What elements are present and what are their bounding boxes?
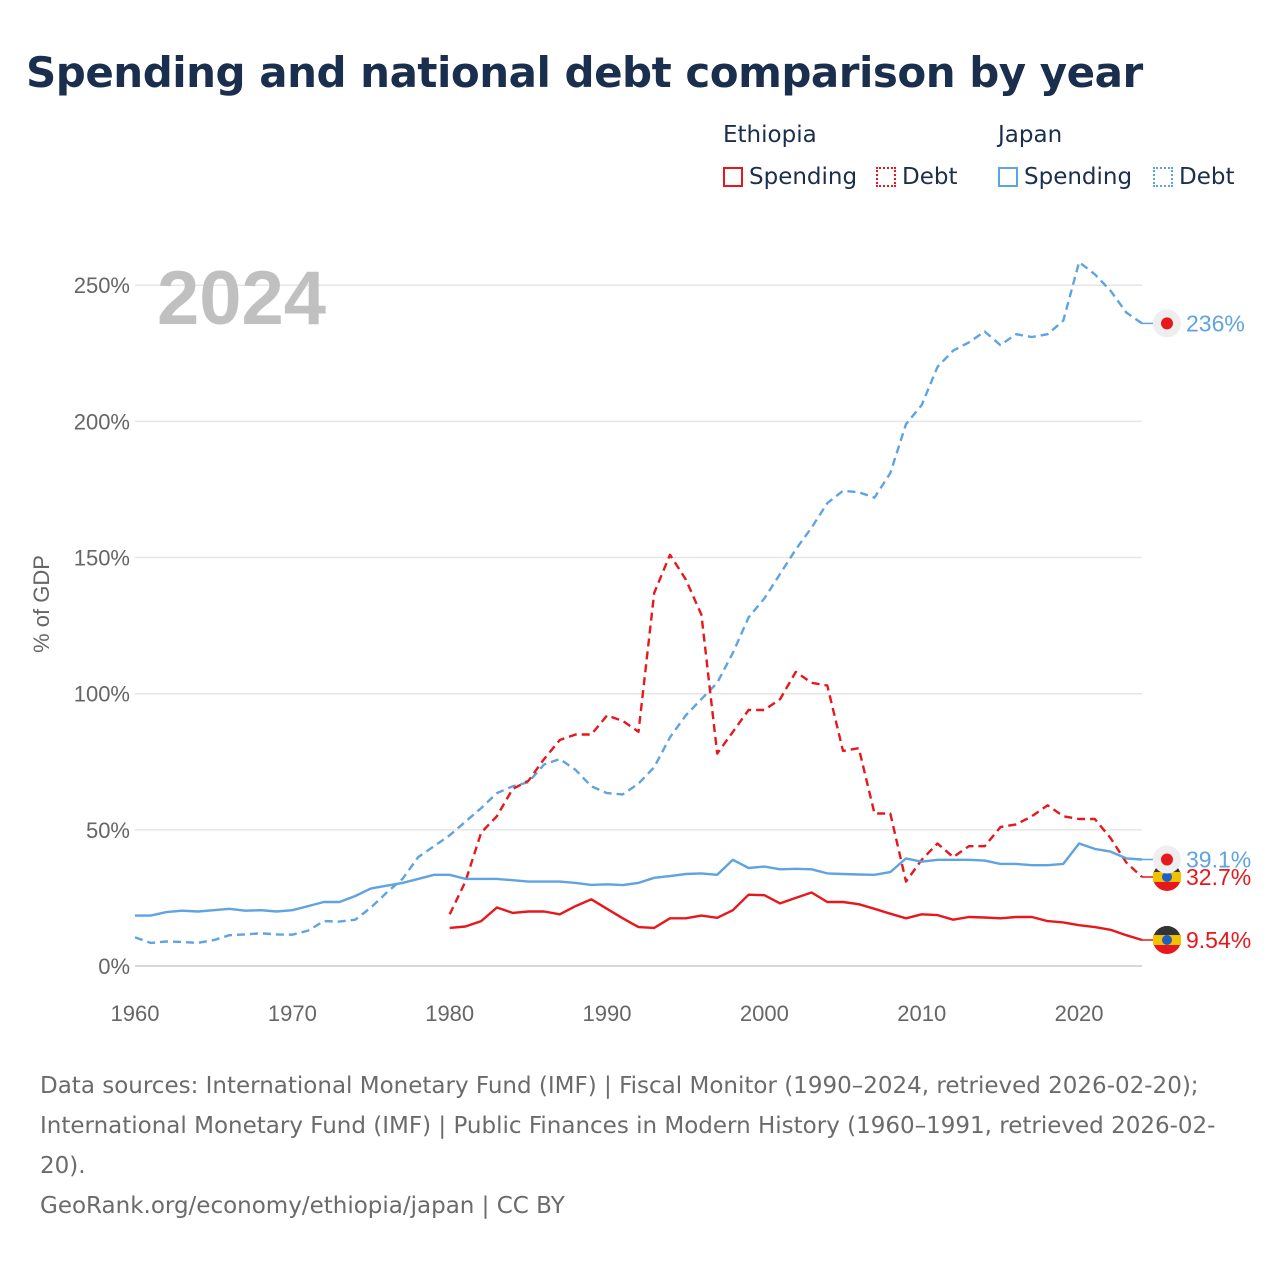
- legend-swatch-solid: [723, 167, 743, 187]
- legend-item-ethiopia-spending[interactable]: Spending: [723, 164, 857, 190]
- legend-swatch-dotted: [876, 167, 896, 187]
- legend-swatch-solid: [998, 167, 1018, 187]
- x-axis-ticks: 1960 1970 1980 1990 2000 2010 2020: [111, 1001, 1104, 1026]
- y-tick-label: 150%: [74, 546, 130, 571]
- y-tick-label: 0%: [98, 954, 130, 979]
- legend-item-japan-spending[interactable]: Spending: [998, 164, 1132, 190]
- japan-flag-icon: [1153, 309, 1181, 338]
- line-chart: 2024 % of GDP 0% 50% 100% 150% 200% 250% 1960…: [29, 256, 1251, 1026]
- end-value-label: 236%: [1186, 310, 1245, 336]
- y-axis-ticks: 0% 50% 100% 150% 200% 250%: [74, 273, 130, 979]
- chart-title: Spending and national debt comparison by…: [26, 48, 1143, 97]
- y-tick-label: 200%: [74, 409, 130, 434]
- flag-sun: [1161, 317, 1173, 330]
- x-tick-label: 1980: [425, 1001, 474, 1026]
- x-tick-label: 2020: [1055, 1001, 1104, 1026]
- japan-debt-line: [134, 260, 1143, 945]
- end-value-label: 39.1%: [1186, 847, 1251, 873]
- japan-spending-line: [135, 842, 1143, 917]
- year-watermark: 2024: [157, 256, 326, 341]
- legend-label: Debt: [902, 164, 958, 190]
- x-tick-label: 2000: [740, 1001, 789, 1026]
- gridlines: [135, 284, 1142, 967]
- legend-group-japan: Japan: [998, 122, 1063, 148]
- y-tick-label: 100%: [74, 682, 130, 707]
- legend-group-ethiopia: Ethiopia: [723, 122, 817, 148]
- flag-emblem: [1162, 871, 1172, 882]
- x-tick-label: 1960: [111, 1001, 160, 1026]
- data-sources-text: Data sources: International Monetary Fun…: [40, 1073, 1216, 1179]
- legend-label: Debt: [1179, 164, 1235, 190]
- legend-item-ethiopia-debt[interactable]: Debt: [876, 164, 957, 190]
- legend-label: Spending: [749, 164, 858, 190]
- x-tick-label: 1990: [583, 1001, 632, 1026]
- ethiopia-debt-line: [448, 553, 1143, 915]
- end-value-label: 32.7%: [1186, 864, 1251, 890]
- end-markers: 236% 32.7%39.1% 9.54%: [1142, 309, 1251, 955]
- legend-item-japan-debt[interactable]: Debt: [1153, 164, 1234, 190]
- flag-emblem: [1162, 935, 1172, 946]
- y-tick-label: 50%: [86, 818, 130, 843]
- y-axis-label: % of GDP: [29, 555, 54, 653]
- legend-label: Spending: [1024, 164, 1133, 190]
- attribution-link[interactable]: GeoRank.org/economy/ethiopia/japan | CC …: [40, 1193, 565, 1219]
- series-lines: [134, 260, 1143, 945]
- end-value-label: 9.54%: [1186, 927, 1251, 953]
- japan-flag-icon: [1153, 845, 1181, 874]
- y-tick-label: 250%: [74, 273, 130, 298]
- legend-swatch-dotted: [1153, 167, 1173, 187]
- x-tick-label: 2010: [897, 1001, 946, 1026]
- flag-sun: [1161, 853, 1173, 866]
- ethiopia-flag-icon: [1153, 926, 1181, 955]
- sources: Data sources: International Monetary Fun…: [40, 1066, 1240, 1226]
- ethiopia-spending-line: [449, 891, 1143, 942]
- x-tick-label: 1970: [268, 1001, 317, 1026]
